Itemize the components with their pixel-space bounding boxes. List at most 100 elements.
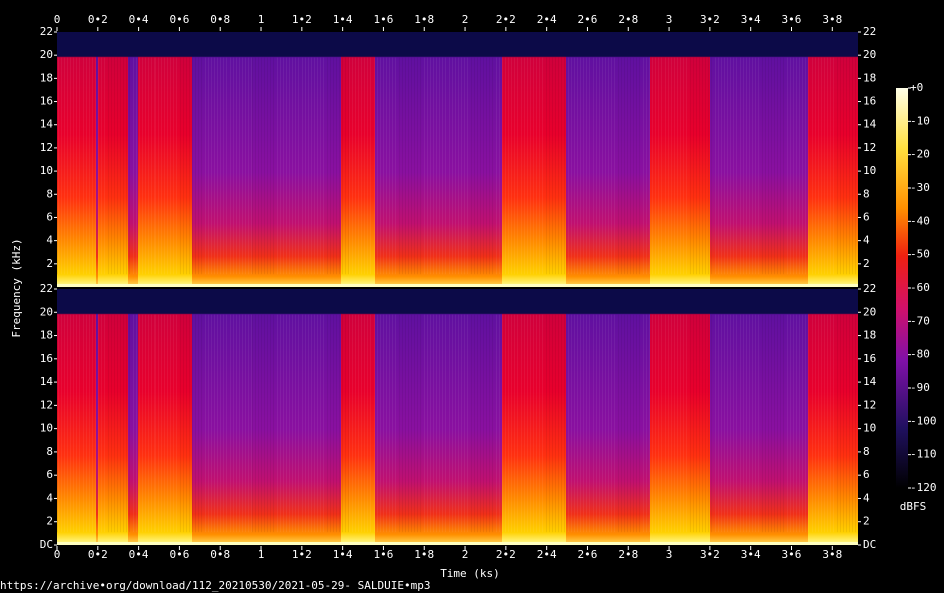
x-tick-label: 0•6	[169, 13, 189, 26]
spectrum-streak	[370, 314, 371, 533]
spectrum-streak	[812, 57, 813, 275]
spectrum-streak	[170, 314, 171, 533]
spectrum-streak	[686, 314, 687, 533]
spectrum-streak	[815, 57, 816, 275]
spectrum-streak	[364, 57, 365, 275]
spectrum-streak	[270, 314, 271, 533]
spectrum-streak	[614, 314, 615, 533]
spectrum-streak	[330, 314, 331, 533]
spectrum-streak	[808, 57, 809, 275]
y-tick-label: 8	[863, 445, 870, 458]
spectrum-streak	[417, 314, 418, 533]
spectrum-streak	[758, 57, 759, 275]
spectrum-streak	[361, 314, 362, 533]
spectrum-streak	[286, 57, 287, 275]
spectrum-streak	[142, 57, 143, 275]
spectrum-streak	[511, 57, 512, 275]
spectrum-streak	[342, 314, 343, 533]
y-tick-label: 6	[46, 210, 53, 223]
spectrum-streak	[314, 314, 315, 533]
spectrum-streak	[352, 57, 353, 275]
spectrum-streak	[658, 57, 659, 275]
spectrum-streak	[176, 314, 177, 533]
spectrum-streak	[424, 57, 425, 275]
spectrum-streak	[755, 314, 756, 533]
spectrum-streak	[589, 57, 590, 275]
spectrum-streak	[114, 314, 115, 533]
spectrum-streak	[361, 57, 362, 275]
y-tick-label: 20	[40, 305, 53, 318]
x-tick-label: 1•8	[414, 548, 434, 561]
spectrum-streak	[314, 57, 315, 275]
spectrum-streak	[89, 314, 90, 533]
spectrum-streak	[843, 57, 844, 275]
spectrum-streak	[305, 314, 306, 533]
spectrum-streak	[830, 57, 831, 275]
spectrum-band	[341, 32, 375, 287]
spectrum-streak	[295, 57, 296, 275]
spectrum-streak	[170, 57, 171, 275]
spectrum-streak	[420, 57, 421, 275]
spectrum-streak	[639, 314, 640, 533]
spectrum-streak	[833, 314, 834, 533]
x-tick-label: 2•8	[618, 13, 638, 26]
spectrum-streak	[474, 314, 475, 533]
spectrum-streak	[64, 57, 65, 275]
spectrum-streak	[233, 57, 234, 275]
x-tick-label: 0•2	[88, 13, 108, 26]
spectrum-streak	[180, 314, 181, 533]
spectrum-streak	[796, 314, 797, 533]
spectrum-streak	[683, 314, 684, 533]
spectrum-streak	[73, 57, 74, 275]
y-tick-label: 2	[46, 515, 53, 528]
x-tick-label: 3•4	[741, 548, 761, 561]
x-tick-label: 2•4	[537, 548, 557, 561]
spectrum-streak	[849, 314, 850, 533]
spectrum-streak	[252, 57, 253, 275]
spectrum-streak	[61, 57, 62, 275]
spectrum-streak	[117, 57, 118, 275]
spectrum-streak	[136, 57, 137, 275]
spectrum-streak	[289, 314, 290, 533]
spectrum-streak	[201, 314, 202, 533]
spectrum-streak	[655, 57, 656, 275]
spectrum-streak	[577, 314, 578, 533]
y-tick-label: 10	[40, 422, 53, 435]
spectrum-streak	[173, 314, 174, 533]
spectrum-streak	[790, 57, 791, 275]
spectrum-band	[502, 289, 566, 545]
colorbar-tick-label: -90	[910, 381, 930, 394]
spectrum-streak	[442, 57, 443, 275]
spectrum-streak	[824, 314, 825, 533]
spectrum-streak	[505, 57, 506, 275]
y-tick-label: 16	[863, 95, 876, 108]
spectrum-band	[375, 289, 502, 545]
spectrum-streak	[154, 314, 155, 533]
spectrum-streak	[480, 57, 481, 275]
spectrum-streak	[302, 57, 303, 275]
spectrum-streak	[377, 57, 378, 275]
spectrum-streak	[83, 314, 84, 533]
spectrum-streak	[67, 57, 68, 275]
spectrum-streak	[455, 57, 456, 275]
spectrum-streak	[812, 314, 813, 533]
spectrum-streak	[167, 314, 168, 533]
spectrum-streak	[721, 57, 722, 275]
spectrum-streak	[705, 314, 706, 533]
spectrum-streak	[827, 57, 828, 275]
spectrum-streak	[661, 57, 662, 275]
spectrum-streak	[755, 57, 756, 275]
y-tick-label: 2	[46, 257, 53, 270]
x-tick-label: 2•2	[496, 548, 516, 561]
spectrum-streak	[79, 57, 80, 275]
spectrum-streak	[724, 314, 725, 533]
spectrum-streak	[308, 314, 309, 533]
spectrum-streak	[849, 57, 850, 275]
spectrum-streak	[733, 314, 734, 533]
spectrum-streak	[680, 314, 681, 533]
spectrum-streak	[671, 57, 672, 275]
spectrum-streak	[765, 314, 766, 533]
spectrum-streak	[252, 314, 253, 533]
